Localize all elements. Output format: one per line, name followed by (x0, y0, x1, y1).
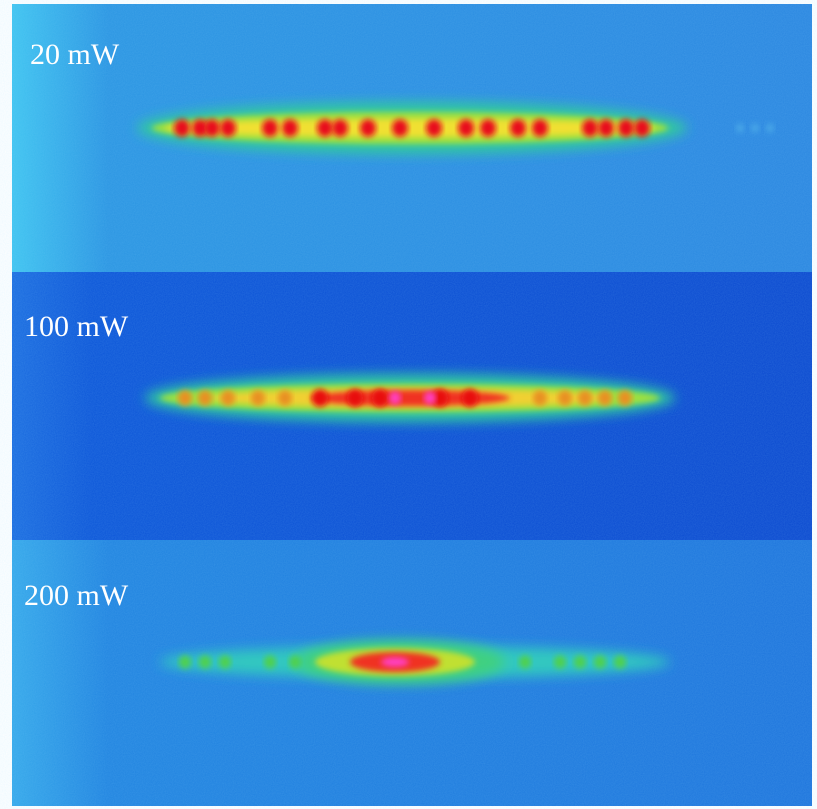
glow (381, 657, 409, 667)
ion-chains (137, 102, 774, 684)
ion (360, 119, 376, 137)
ion (332, 119, 348, 137)
ion (614, 655, 626, 669)
ion (372, 389, 388, 407)
ion (424, 391, 436, 405)
ion (221, 390, 235, 406)
ion (179, 655, 191, 669)
ion (766, 123, 774, 133)
ion (634, 119, 650, 137)
ion (751, 123, 759, 133)
ion (736, 123, 744, 133)
glow (165, 119, 655, 137)
ion (598, 119, 614, 137)
ion (262, 119, 278, 137)
panel-label: 200 mW (24, 579, 129, 612)
ion (174, 119, 190, 137)
ion (192, 119, 208, 137)
ion (554, 655, 566, 669)
ion (598, 390, 612, 406)
ion (432, 389, 448, 407)
ion (219, 655, 231, 669)
ion (347, 389, 363, 407)
ion (389, 391, 401, 405)
panel-label: 20 mW (30, 38, 120, 71)
ion (278, 390, 292, 406)
ion (392, 119, 408, 137)
ion (289, 655, 301, 669)
ion (462, 389, 478, 407)
ion (533, 390, 547, 406)
ion (204, 119, 220, 137)
ion (317, 119, 333, 137)
ion (618, 119, 634, 137)
ion (220, 119, 236, 137)
ion (312, 389, 328, 407)
ion (558, 390, 572, 406)
ion (426, 119, 442, 137)
ion (251, 390, 265, 406)
ion (198, 390, 212, 406)
glow (310, 390, 510, 406)
ion (458, 119, 474, 137)
ion (264, 655, 276, 669)
ion (574, 655, 586, 669)
ion (594, 655, 606, 669)
panel-label: 100 mW (24, 310, 129, 343)
ion (282, 119, 298, 137)
ion (510, 119, 526, 137)
ion (199, 655, 211, 669)
ion (618, 390, 632, 406)
ion (578, 390, 592, 406)
ion (480, 119, 496, 137)
ion (519, 655, 531, 669)
ion (178, 390, 192, 406)
ion (582, 119, 598, 137)
ion (532, 119, 548, 137)
